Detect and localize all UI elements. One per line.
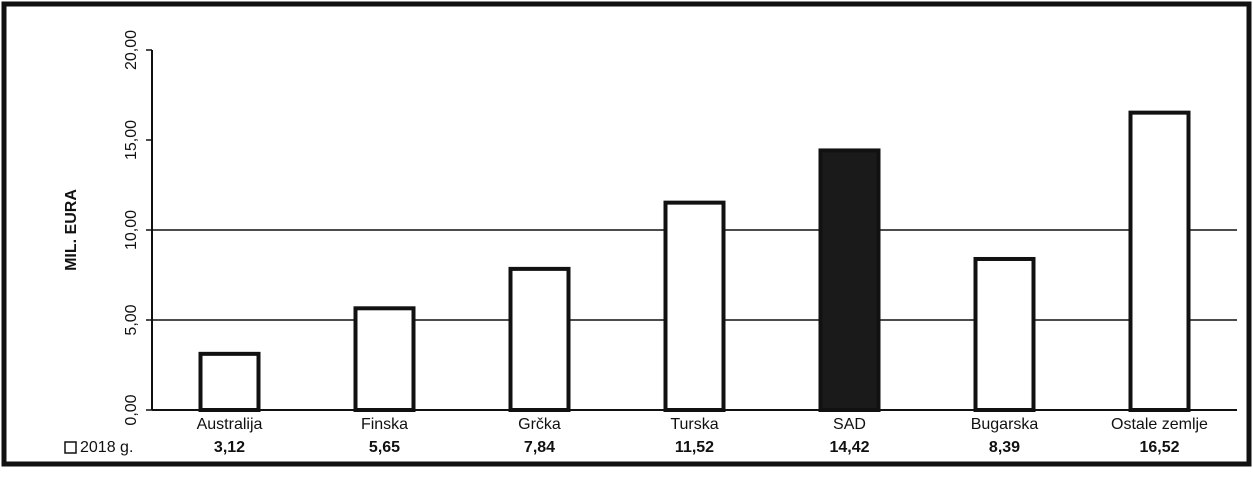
data-label: 16,52 <box>1139 439 1179 456</box>
data-label: 11,52 <box>675 439 714 456</box>
x-tick-label: Grčka <box>518 416 561 433</box>
bar <box>1128 110 1191 412</box>
x-tick-label: Australija <box>197 416 263 433</box>
x-tick-label: Bugarska <box>971 416 1039 433</box>
x-tick-label: Finska <box>361 416 408 433</box>
y-tick-label: 20,00 <box>123 30 140 70</box>
bar <box>198 351 261 412</box>
bar <box>818 148 881 412</box>
y-tick-label: 10,00 <box>123 210 140 250</box>
data-label: 8,39 <box>989 439 1020 456</box>
x-tick-label: Ostale zemlje <box>1111 416 1208 433</box>
x-tick-label: SAD <box>833 416 866 433</box>
y-tick-label: 15,00 <box>123 120 140 160</box>
bar <box>973 256 1036 413</box>
legend-swatch <box>64 441 77 454</box>
y-axis-label: MIL. EURA <box>63 189 80 271</box>
data-label: 5,65 <box>369 439 400 456</box>
y-tick-label: 0,00 <box>123 394 140 425</box>
bar <box>353 306 416 412</box>
bar <box>663 200 726 412</box>
data-label: 14,42 <box>829 439 869 456</box>
data-label: 7,84 <box>524 439 555 456</box>
data-label: 3,12 <box>214 439 245 456</box>
y-tick-label: 5,00 <box>123 304 140 335</box>
frame <box>1 1 1252 467</box>
bar <box>508 266 571 412</box>
legend-label: 2018 g. <box>80 439 133 456</box>
x-tick-label: Turska <box>670 416 718 433</box>
